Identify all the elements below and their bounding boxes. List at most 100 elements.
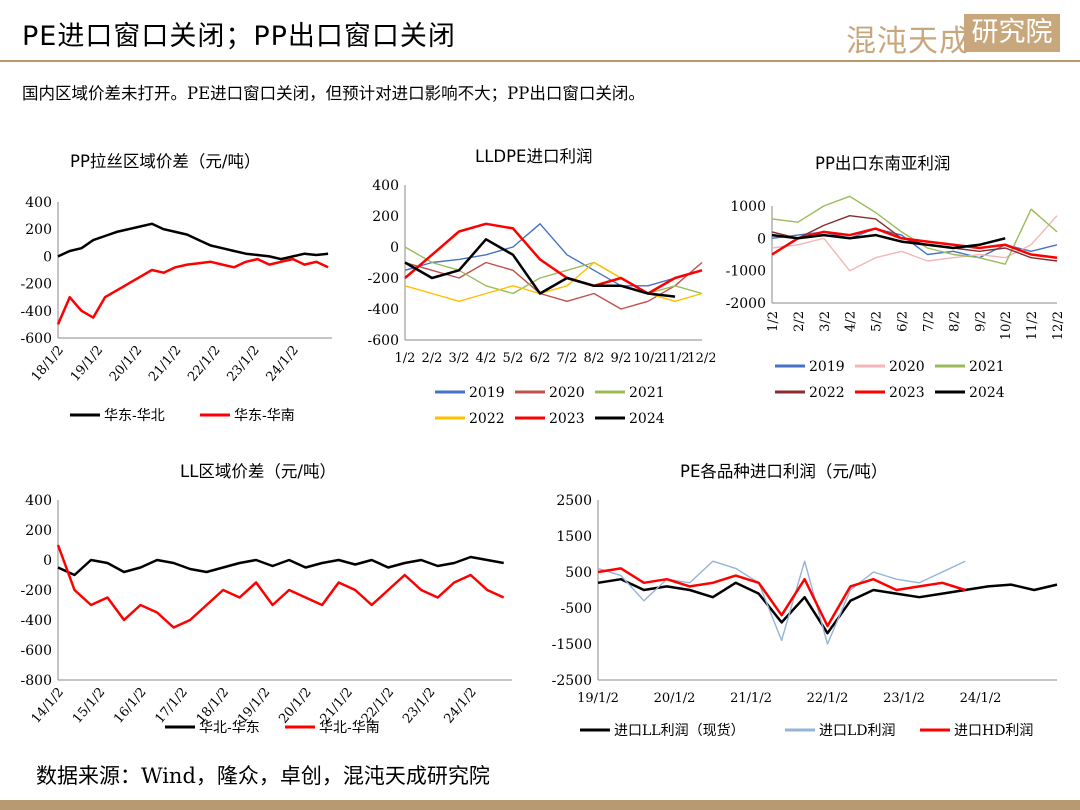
series-line-1 [597, 560, 966, 645]
y-tick-label: 200 [372, 209, 399, 225]
y-tick-label: 0 [43, 249, 52, 265]
legend-label: 进口HD利润 [954, 723, 1033, 739]
x-tick-label: 3/2 [449, 351, 470, 366]
y-tick-label: -200 [21, 583, 52, 599]
y-tick-label: -400 [21, 304, 52, 320]
x-tick-label: 22/1/2 [807, 691, 849, 706]
legend-label: 进口LL利润（现货） [614, 722, 745, 739]
x-tick-label: 2/2 [792, 311, 807, 332]
x-tick-label: 8/2 [584, 351, 605, 366]
y-tick-label: 400 [25, 195, 52, 211]
x-tick-label: 10/2 [633, 351, 662, 366]
y-tick-label: -200 [368, 271, 399, 287]
x-tick-label: 9/2 [611, 351, 632, 366]
legend-label: 华北-华东 [199, 720, 260, 736]
footer-bar [0, 800, 1080, 810]
pp-export-chart: PP出口东南亚利润 1000 0 -1000 -2000 1/2 2/2 3/2 4/2 5/2 6… [720, 140, 1070, 440]
y-tick-label: 500 [565, 565, 592, 581]
chart-title: PP出口东南亚利润 [815, 154, 951, 173]
series-line-0 [57, 555, 504, 577]
y-tick-label: -1500 [552, 637, 592, 653]
x-tick-label: 21/1/2 [146, 343, 184, 385]
legend-label: 华东-华南 [234, 408, 295, 424]
source-note: 数据来源：Wind，隆众，卓创，混沌天成研究院 [36, 764, 490, 788]
x-tick-label: 7/2 [557, 351, 578, 366]
y-tick-label: -600 [21, 331, 52, 347]
series-line-0 [597, 577, 1058, 635]
series-line-1 [56, 257, 329, 325]
legend-label: 华东-华北 [104, 408, 165, 424]
x-tick-label: 20/1/2 [276, 685, 314, 727]
legend-label: 2020 [549, 385, 585, 401]
y-tick-label: 400 [25, 493, 52, 509]
y-tick-label: -600 [21, 643, 52, 659]
x-tick-label: 21/1/2 [730, 691, 772, 706]
x-tick-label: 2/2 [422, 351, 443, 366]
x-tick-label: 17/1/2 [152, 685, 190, 727]
legend-label: 2022 [469, 411, 505, 427]
lldpe-profit-plot: 400 200 0 -200 -400 -600 1/2 2/2 3/2 4/2 5/2 6/2 7/2… [368, 178, 715, 427]
page-subtitle: 国内区域价差未打开。PE进口窗口关闭，但预计对进口影响不大；PP出口窗口关闭。 [22, 84, 645, 103]
x-tick-label: 11/2 [660, 351, 689, 366]
series-line-4 [771, 227, 1058, 259]
chart-title: PE各品种进口利润（元/吨） [680, 462, 888, 481]
series-line-3 [771, 214, 1058, 262]
y-tick-label: -400 [368, 302, 399, 318]
x-tick-label: 11/2 [1025, 311, 1040, 340]
legend-label: 华北-华南 [319, 720, 380, 736]
x-tick-label: 5/2 [870, 311, 885, 332]
header-divider [0, 60, 1080, 62]
legend-label: 2019 [469, 385, 505, 401]
y-tick-label: -200 [21, 277, 52, 293]
y-tick-label: 2500 [556, 493, 592, 509]
x-tick-label: 14/1/2 [29, 685, 67, 727]
y-tick-label: -500 [561, 601, 592, 617]
series-line-5 [404, 238, 676, 298]
x-tick-label: 3/2 [818, 311, 833, 332]
legend-label: 2022 [809, 385, 845, 401]
y-tick-label: -2000 [726, 296, 766, 312]
legend-label: 2021 [629, 385, 665, 401]
x-tick-label: 12/2 [687, 351, 715, 366]
pp-spread-chart: PP拉丝区域价差（元/吨） 400 200 0 -200 -400 -600 18/1/2 19… [10, 140, 350, 440]
x-tick-label: 20/1/2 [107, 343, 145, 385]
chart-title: LL区域价差（元/吨） [180, 462, 336, 481]
x-tick-label: 7/2 [921, 311, 936, 332]
x-tick-label: 8/2 [947, 311, 962, 332]
logo: 混沌天成 研究院 [846, 12, 1061, 59]
logo-text: 混沌天成 [846, 24, 970, 59]
chart-title: PP拉丝区域价差（元/吨） [70, 152, 261, 171]
x-tick-label: 24/1/2 [441, 685, 479, 727]
legend-label: 进口LD利润 [819, 723, 896, 739]
y-tick-label: -400 [21, 613, 52, 629]
series-line-2 [597, 567, 966, 628]
legend-label: 2023 [549, 411, 585, 427]
legend-label: 2020 [889, 359, 925, 375]
logo-badge: 研究院 [964, 14, 1060, 52]
y-tick-label: 0 [390, 240, 399, 256]
y-tick-label: 1500 [556, 529, 592, 545]
x-tick-label: 6/2 [530, 351, 551, 366]
x-tick-label: 9/2 [973, 311, 988, 332]
y-tick-label: 200 [25, 222, 52, 238]
legend-label: 2021 [969, 359, 1005, 375]
y-tick-label: -600 [368, 333, 399, 349]
x-tick-label: 15/1/2 [70, 685, 108, 727]
series-line-0 [57, 222, 329, 261]
ll-spread-chart: LL区域价差（元/吨） 400 200 0 -200 -400 -600 -800 14/1/2… [10, 455, 530, 755]
x-tick-label: 23/1/2 [224, 343, 262, 385]
x-tick-label: 6/2 [896, 311, 911, 332]
x-tick-label: 18/1/2 [29, 343, 67, 385]
x-tick-label: 22/1/2 [185, 343, 223, 385]
x-tick-label: 19/1/2 [68, 343, 106, 385]
legend-label: 2024 [969, 385, 1005, 401]
y-tick-label: 0 [43, 553, 52, 569]
series-line-1 [404, 261, 703, 310]
series-line-1 [56, 544, 505, 629]
y-tick-label: 200 [25, 523, 52, 539]
x-tick-label: 4/2 [844, 311, 859, 332]
x-tick-label: 12/2 [1051, 311, 1066, 340]
